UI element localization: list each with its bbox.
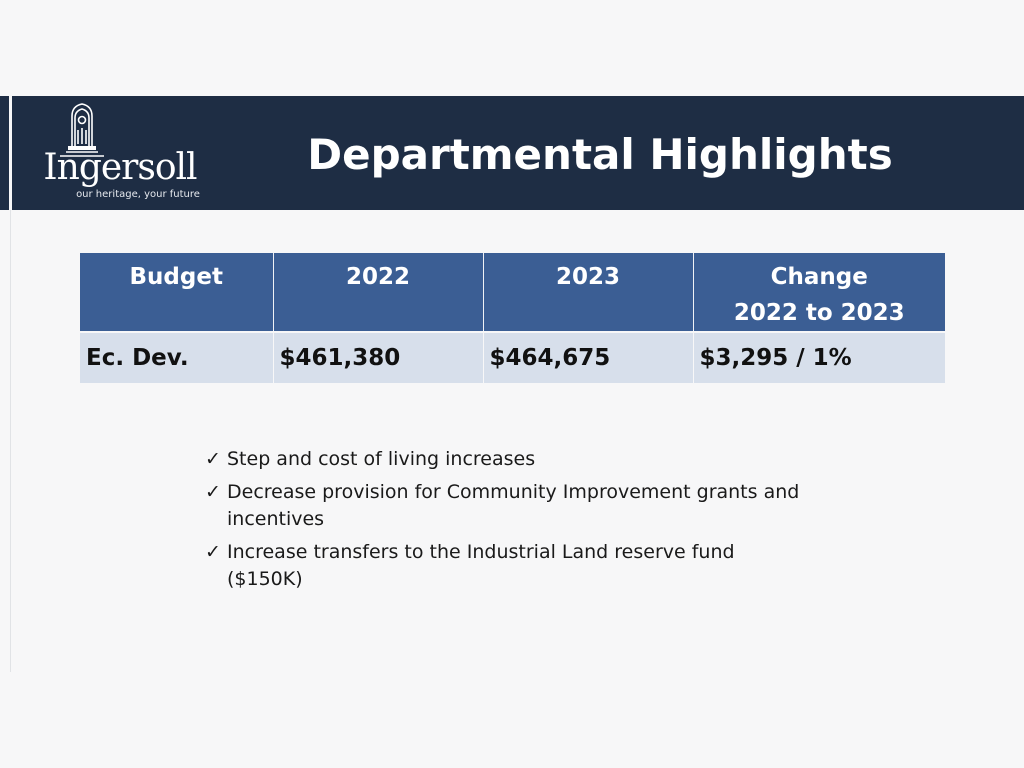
checkmark-icon: ✓: [205, 541, 221, 563]
table-header-row: Budget 2022 2023 Change 2022 to 2023: [80, 253, 945, 332]
table-row: Ec. Dev. $461,380 $464,675 $3,295 / 1%: [80, 331, 945, 383]
clock-tower-icon: [60, 103, 104, 157]
list-item: ✓ Increase transfers to the Industrial L…: [205, 539, 815, 593]
header-label: 2022: [345, 264, 410, 290]
cell-2022: $461,380: [273, 331, 484, 383]
title-banner: Ingersoll our heritage, your future Depa…: [0, 96, 1024, 210]
banner-accent-bar: [9, 96, 12, 210]
list-item: ✓ Decrease provision for Community Impro…: [205, 479, 815, 533]
header-label: Budget: [129, 264, 223, 290]
budget-table: Budget 2022 2023 Change 2022 to 2023 Ec.…: [80, 253, 945, 383]
ingersoll-logo: Ingersoll our heritage, your future: [20, 102, 220, 206]
header-sublabel: 2022 to 2023: [733, 300, 905, 326]
checkmark-icon: ✓: [205, 448, 221, 470]
highlights-list: ✓ Step and cost of living increases ✓ De…: [205, 446, 815, 599]
column-header-change: Change 2022 to 2023: [693, 253, 945, 332]
column-header-budget: Budget: [80, 253, 274, 332]
list-item-text: Increase transfers to the Industrial Lan…: [227, 541, 735, 590]
header-label: 2023: [555, 264, 620, 290]
logo-tagline: our heritage, your future: [76, 189, 200, 200]
list-item-text: Decrease provision for Community Improve…: [227, 481, 800, 530]
cell-budget: Ec. Dev.: [80, 331, 274, 383]
left-divider: [10, 96, 11, 672]
column-header-2022: 2022: [273, 253, 484, 332]
header-label: Change: [770, 264, 868, 290]
page-title: Departmental Highlights: [307, 130, 893, 179]
column-header-2023: 2023: [483, 253, 694, 332]
cell-2023: $464,675: [483, 331, 694, 383]
logo-wordmark: Ingersoll: [43, 147, 197, 188]
cell-change: $3,295 / 1%: [693, 331, 945, 383]
checkmark-icon: ✓: [205, 481, 221, 503]
list-item-text: Step and cost of living increases: [227, 448, 536, 470]
list-item: ✓ Step and cost of living increases: [205, 446, 815, 473]
